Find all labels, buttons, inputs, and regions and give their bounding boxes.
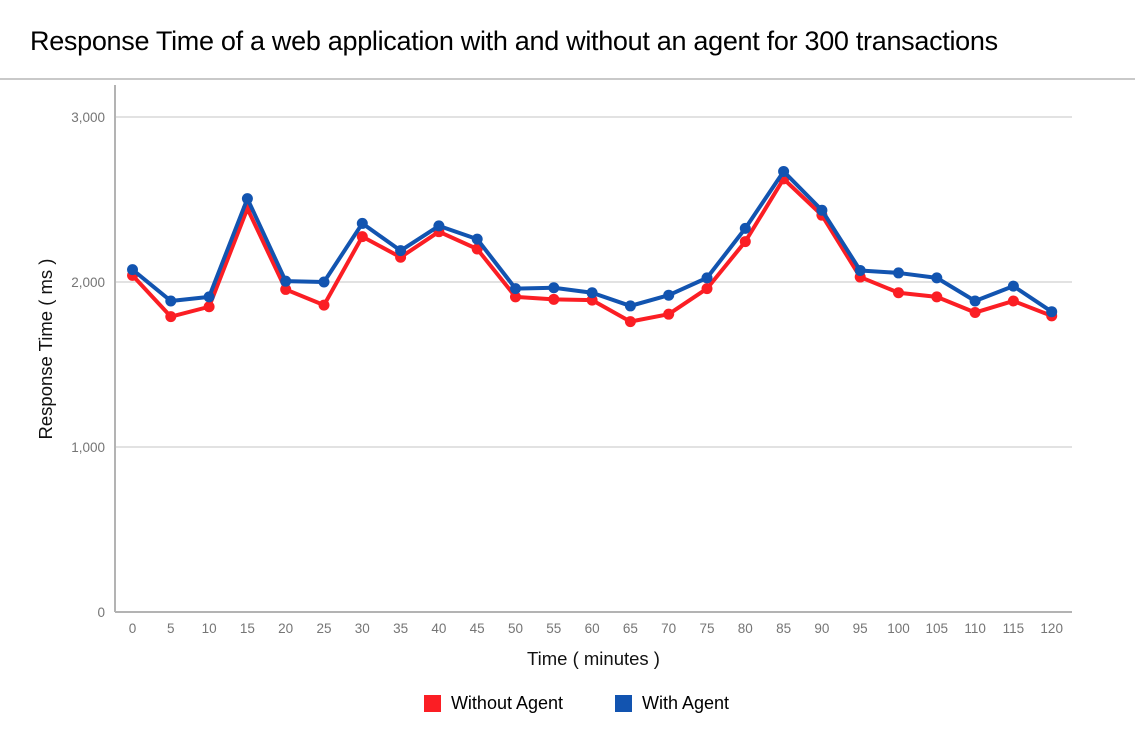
legend-label: Without Agent (450, 693, 564, 713)
legend-item-with-agent: With Agent (615, 693, 729, 714)
data-point-without-agent (893, 287, 904, 299)
x-tick-label: 75 (699, 621, 714, 636)
data-point-with-agent (624, 300, 636, 312)
data-point-with-agent (778, 165, 790, 177)
data-point-with-agent (816, 204, 828, 216)
data-point-without-agent (931, 291, 943, 303)
x-tick-label: 105 (926, 621, 949, 636)
data-point-with-agent (433, 220, 445, 232)
data-point-with-agent (395, 245, 407, 257)
line-chart: 0 1,000 2,000 3,000 0 5 10 15 20 25 30 35 40 45 50 55 60… (0, 80, 1135, 735)
data-point-with-agent (1007, 280, 1019, 292)
x-tick-label: 25 (316, 621, 331, 636)
data-point-with-agent (548, 282, 560, 294)
title-divider (0, 78, 1135, 80)
legend-swatch-without-agent (423, 695, 441, 712)
data-point-without-agent (203, 301, 215, 313)
data-point-with-agent (356, 217, 368, 229)
x-tick-label: 45 (470, 621, 485, 636)
data-point-without-agent (510, 291, 521, 303)
x-axis-title: Time ( minutes ) (527, 648, 660, 669)
data-point-with-agent (854, 264, 866, 276)
x-tick-label: 65 (623, 621, 638, 636)
x-tick-label: 80 (738, 621, 753, 636)
data-point-without-agent (1007, 295, 1019, 307)
data-point-with-agent (931, 272, 943, 284)
x-tick-label: 70 (661, 621, 676, 636)
x-tick-label: 50 (508, 621, 523, 636)
data-point-with-agent (318, 276, 330, 288)
x-tick-label: 90 (814, 621, 829, 636)
data-point-without-agent (624, 316, 636, 328)
x-tick-label: 85 (776, 621, 791, 636)
data-point-with-agent (586, 287, 598, 299)
x-tick-label: 115 (1003, 621, 1025, 636)
data-point-with-agent (203, 291, 215, 303)
x-tick-label: 10 (202, 621, 217, 636)
data-point-without-agent (165, 311, 177, 323)
data-point-without-agent (548, 293, 560, 305)
x-tick-label: 40 (431, 621, 446, 636)
data-point-with-agent (471, 233, 483, 245)
data-point-with-agent (127, 264, 138, 276)
data-point-without-agent (471, 243, 483, 255)
data-point-without-agent (969, 307, 981, 319)
data-point-with-agent (663, 289, 675, 301)
x-tick-label: 110 (964, 621, 986, 636)
y-tick-label: 1,000 (71, 440, 105, 455)
legend-label: With Agent (642, 693, 730, 713)
legend-item-without-agent: Without Agent (423, 693, 564, 714)
data-point-with-agent (165, 295, 177, 307)
data-point-with-agent (1046, 306, 1058, 318)
data-point-without-agent (318, 299, 330, 311)
chart-title: Response Time of a web application with … (30, 26, 998, 56)
data-point-with-agent (510, 283, 521, 295)
data-point-with-agent (701, 272, 713, 284)
legend: Without Agent With Agent (9, 693, 1135, 714)
y-tick-label: 3,000 (71, 110, 105, 125)
x-tick-label: 120 (1040, 621, 1063, 636)
data-point-with-agent (280, 275, 292, 287)
x-tick-label: 60 (585, 621, 600, 636)
data-point-with-agent (739, 222, 751, 234)
data-point-without-agent (280, 283, 292, 295)
x-tick-label: 5 (167, 621, 175, 636)
legend-swatch-with-agent (615, 695, 633, 712)
data-point-with-agent (969, 295, 981, 307)
data-point-without-agent (663, 308, 675, 320)
x-tick-label: 35 (393, 621, 408, 636)
data-point-with-agent (893, 267, 904, 279)
x-tick-label: 100 (887, 621, 910, 636)
x-tick-label: 95 (853, 621, 868, 636)
x-tick-label: 15 (240, 621, 255, 636)
data-point-without-agent (356, 231, 368, 243)
y-axis-title: Response Time ( ms ) (35, 258, 56, 440)
data-point-without-agent (701, 283, 713, 295)
y-tick-label: 2,000 (71, 275, 105, 290)
x-tick-label: 20 (278, 621, 293, 636)
plot-svg: 0 1,000 2,000 3,000 0 5 10 15 20 25 30 35 40 45 50 55 60… (71, 85, 1072, 636)
data-point-without-agent (739, 236, 751, 248)
x-tick-label: 30 (355, 621, 370, 636)
x-tick-label: 55 (546, 621, 561, 636)
data-point-with-agent (241, 193, 253, 205)
x-tick-label: 0 (129, 621, 137, 636)
y-tick-label: 0 (97, 605, 105, 620)
